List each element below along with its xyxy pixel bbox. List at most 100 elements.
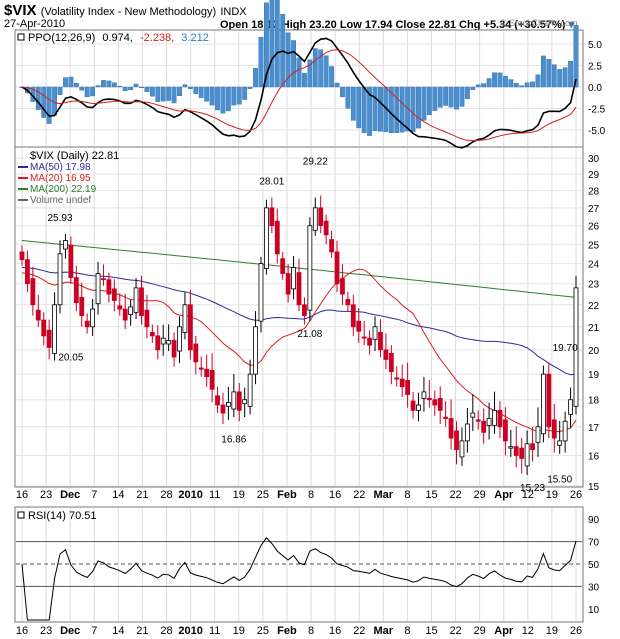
candle-body (220, 404, 226, 414)
x-tick-label: 23 (40, 489, 52, 501)
annotation-label: 20.05 (58, 353, 83, 364)
ppo-hist-bar (416, 86, 421, 129)
ppo-hist-bar (497, 72, 503, 88)
quote-date: 27-Apr-2010 (4, 18, 66, 30)
ohlc-summary: Open 18.13 High 23.20 Low 17.94 Close 22… (220, 18, 574, 31)
x-tick-label: 8 (404, 625, 410, 637)
candle-body (497, 409, 503, 428)
ppo-hist-bar (340, 86, 345, 98)
x-tick-label: 19 (546, 489, 558, 501)
ppo-hist-bar (410, 86, 416, 132)
candle-body (122, 308, 128, 321)
candle-body (361, 336, 367, 339)
ppo-hist-bar (557, 69, 563, 88)
x-tick-label: 15 (425, 489, 437, 501)
candle-body (410, 400, 416, 411)
candle-body (139, 287, 144, 317)
candle-body (302, 304, 307, 317)
x-tick-label: 16 (16, 489, 28, 501)
ppo-hist-bar (198, 86, 204, 99)
x-tick-label: 2010 (178, 625, 202, 637)
price-ytick: 27 (588, 204, 600, 215)
ppo-line (21, 37, 577, 149)
candle-body (388, 353, 394, 373)
ppo-hist-bar (454, 86, 459, 110)
ma50-line (21, 266, 577, 376)
annotation-label: 25.93 (48, 213, 73, 224)
price-ytick: 21 (588, 323, 600, 334)
ppo-hist-bar (524, 82, 530, 88)
x-tick-label: 7 (91, 489, 97, 501)
ppo-hist-bar (177, 86, 182, 97)
candle-body (177, 326, 182, 352)
x-tick-label: 25 (257, 625, 269, 637)
ppo-hist-bar (52, 86, 57, 116)
candle-body (481, 420, 487, 433)
candle-body (383, 349, 389, 360)
candle-body (312, 207, 318, 231)
ppo-hist-bar (128, 86, 134, 91)
candle-body (106, 279, 112, 295)
candle-body (464, 423, 470, 442)
ppo-hist-bar (117, 85, 123, 88)
candle-body (551, 419, 557, 439)
candle-body (269, 207, 275, 227)
rsi-panel-frame (14, 506, 584, 623)
candle-body (166, 340, 172, 345)
candle-body (378, 332, 383, 351)
ppo-hist-bar (57, 86, 63, 95)
rsi-ytick: 10 (588, 605, 600, 616)
ppo-hist-bar (139, 86, 144, 89)
candle-body (367, 337, 373, 346)
ppo-hist-bar (187, 86, 193, 89)
candle-body (448, 418, 454, 439)
ppo-hist-bar (405, 86, 411, 132)
candle-body (475, 419, 481, 422)
ppo-hist-bar (285, 32, 291, 88)
ppo-hist-bar (209, 86, 215, 106)
candle-body (101, 278, 106, 281)
candle-body (426, 398, 432, 401)
x-tick-label: 15 (425, 625, 437, 637)
x-tick-label: 19 (546, 625, 558, 637)
x-tick-label: 11 (209, 625, 220, 637)
ppo-hist-bar (90, 86, 96, 97)
price-ytick: 17 (588, 423, 600, 434)
ppo-hist-bar (41, 86, 47, 118)
annotation-label: 15.23 (520, 483, 545, 494)
candle-body (215, 395, 220, 406)
candle-body (399, 378, 405, 388)
ppo-ytick: 5.0 (588, 40, 602, 51)
candle-body (182, 304, 188, 333)
candle-body (421, 391, 427, 399)
ppo-hist-bar (421, 86, 427, 121)
x-tick-label: 2010 (178, 489, 202, 501)
x-tick-label: 21 (136, 489, 148, 501)
candle-body (502, 419, 508, 442)
candle-body (204, 368, 210, 378)
x-tick-label: 29 (474, 489, 486, 501)
annotation-label: 29.22 (303, 156, 328, 167)
watermark: © StockCharts.com (500, 18, 578, 28)
x-tick-label: 26 (570, 489, 582, 501)
candle-body (535, 426, 541, 443)
ppo-hist-bar (111, 82, 117, 88)
ppo-hist-bar (464, 86, 470, 100)
x-tick-label: 8 (308, 625, 314, 637)
ppo-hist-bar (204, 86, 210, 102)
ppo-hist-bar (448, 86, 454, 108)
ppo-hist-bar (46, 86, 52, 124)
candle-body (524, 443, 530, 467)
candle-body (95, 273, 101, 305)
ppo-hist-bar (459, 86, 465, 107)
ppo-hist-bar (350, 86, 356, 121)
x-tick-label: 12 (522, 489, 534, 501)
settings-icon[interactable]: ▾ (568, 19, 575, 31)
ppo-hist-bar (394, 86, 400, 134)
ppo-hist-bar (84, 86, 90, 98)
price-ytick: 29 (588, 170, 600, 181)
ppo-hist-bar (307, 59, 313, 88)
rsi-line (21, 537, 577, 621)
x-tick-label: Dec (60, 489, 80, 501)
